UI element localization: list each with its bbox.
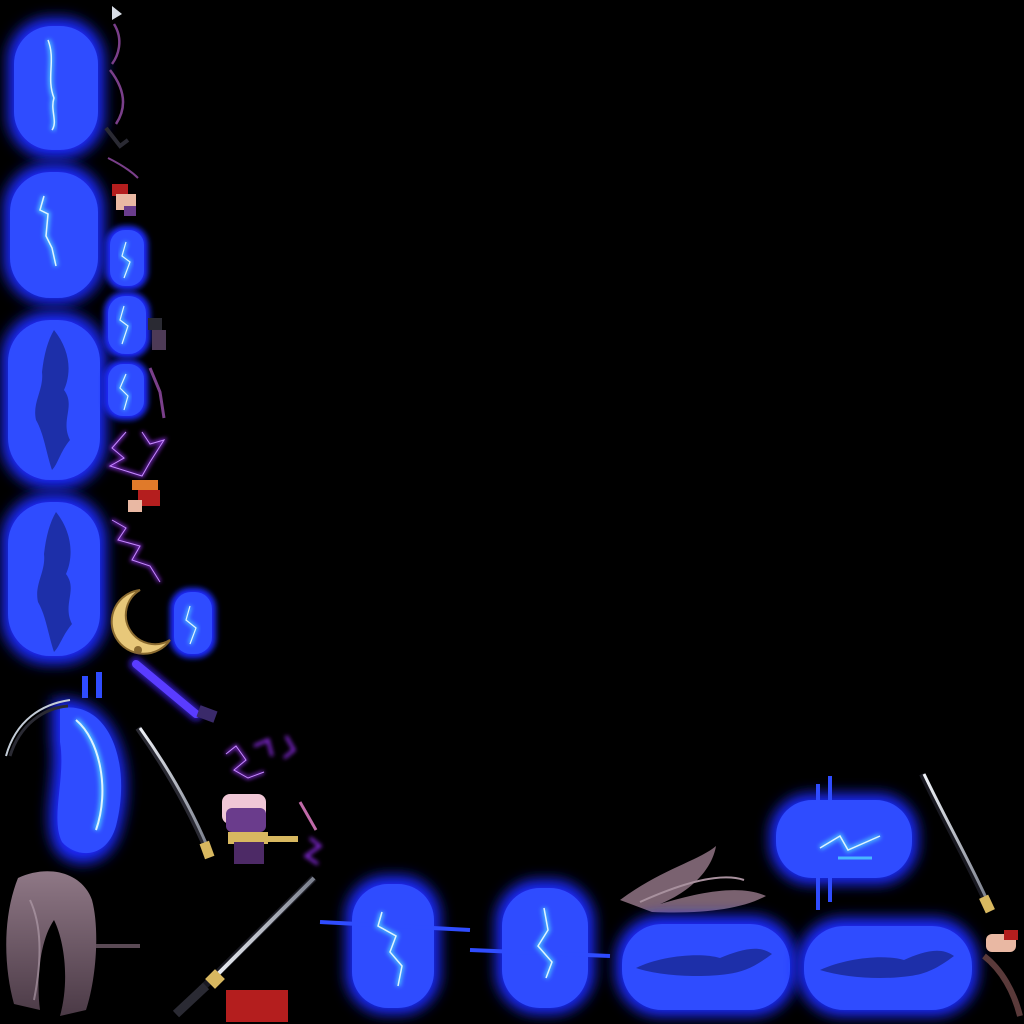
ribbon-strands-top — [104, 6, 139, 179]
figure-fragment-3 — [128, 480, 160, 512]
red-accent-block — [226, 990, 288, 1022]
glow-sprite-small-3 — [104, 360, 148, 420]
character-torso-sprite — [222, 794, 298, 864]
figure-fragment-4 — [982, 930, 1023, 1017]
katana-sprite-2 — [172, 875, 317, 1018]
glow-sprite-wide-2 — [469, 880, 611, 1014]
glow-sprite-small-2 — [104, 292, 150, 358]
glow-sprite-wide-1 — [319, 876, 471, 1014]
dark-scythe-arc — [5, 699, 71, 757]
glow-crescent-blade — [49, 672, 127, 864]
glow-sprite-small-4 — [170, 588, 216, 658]
hair-sprite — [6, 871, 140, 1016]
glow-sprite-small-1 — [106, 226, 148, 290]
purple-lightning-2 — [111, 518, 162, 583]
figure-fragment-1 — [112, 184, 136, 216]
glow-sprite-large-4 — [2, 494, 106, 664]
purple-strand-right — [298, 801, 323, 866]
figure-fragment-2 — [148, 318, 166, 419]
violet-blade-sprite — [129, 657, 218, 723]
glow-sprite-large-1 — [8, 18, 104, 158]
glow-sprite-large-3 — [2, 312, 106, 488]
glow-sprite-wide-3 — [616, 916, 796, 1016]
purple-lightning-3 — [225, 735, 296, 780]
hair-strands-sprite — [620, 846, 766, 913]
purple-lightning-1 — [106, 431, 168, 478]
katana-sprite-3 — [919, 772, 995, 914]
katana-sprite-1 — [135, 726, 215, 860]
glow-sprite-large-2 — [4, 164, 104, 304]
glow-sprite-wide-5 — [770, 776, 918, 910]
glow-sprite-wide-4 — [798, 918, 978, 1016]
crescent-moon-icon — [110, 589, 171, 655]
